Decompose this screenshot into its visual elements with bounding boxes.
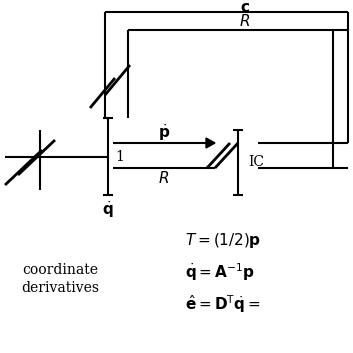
Text: $\dot{\mathbf{p}}$: $\dot{\mathbf{p}}$	[158, 122, 170, 143]
Text: $\dot{\mathbf{q}}$: $\dot{\mathbf{q}}$	[102, 199, 114, 221]
Text: $\mathbf{c}$: $\mathbf{c}$	[240, 1, 250, 15]
Text: $R$: $R$	[158, 170, 169, 186]
Text: 1: 1	[115, 150, 124, 164]
Text: $R$: $R$	[239, 13, 251, 29]
Text: $\hat{\mathbf{e}} = \mathbf{D}^{\mathrm{T}}\dot{\mathbf{q}} =$: $\hat{\mathbf{e}} = \mathbf{D}^{\mathrm{…	[185, 293, 261, 315]
Text: $T = (1/2)\mathbf{p}$: $T = (1/2)\mathbf{p}$	[185, 231, 261, 250]
Text: coordinate: coordinate	[22, 263, 98, 277]
Text: derivatives: derivatives	[21, 281, 99, 295]
Polygon shape	[206, 138, 215, 148]
Text: IC: IC	[248, 155, 264, 169]
Text: $\dot{\mathbf{q}} = \mathbf{A}^{-1}\mathbf{p}$: $\dot{\mathbf{q}} = \mathbf{A}^{-1}\math…	[185, 261, 255, 283]
